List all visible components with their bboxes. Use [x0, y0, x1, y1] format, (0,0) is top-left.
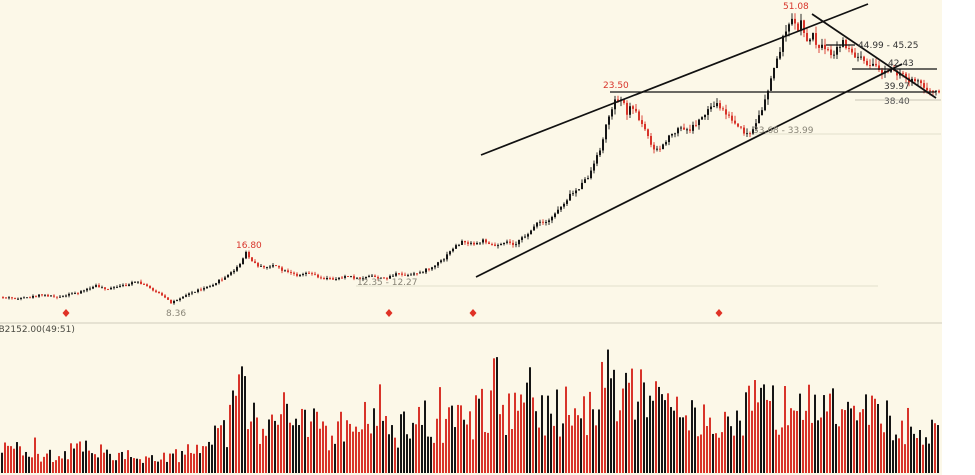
price-annotation: 16.80	[236, 241, 262, 251]
price-annotation: 8.36	[166, 309, 186, 319]
candlesticks	[2, 13, 940, 305]
event-markers[interactable]	[62, 309, 723, 317]
price-annotation: 44.99 - 45.25	[858, 41, 919, 51]
trendline-rising-support	[475, 63, 903, 278]
price-annotations: 51.08 44.99 - 45.25 42.43 39.97 38.40 33.68 -…	[166, 2, 919, 319]
price-annotation: 51.08	[783, 2, 809, 12]
price-annotation: 38.40	[884, 97, 910, 107]
event-marker-diamond	[385, 309, 393, 317]
price-annotation: 42.43	[888, 59, 914, 69]
grid-level-lines	[356, 99, 941, 287]
price-annotation: 33.68 - 33.99	[753, 126, 814, 136]
price-annotation: 12.35 - 12.27	[357, 278, 418, 288]
event-marker-diamond	[62, 309, 70, 317]
price-annotation: 23.50	[603, 81, 629, 91]
volume-indicator-label: 'B2152.00(49:51)	[0, 325, 75, 335]
trendline-rising-resistance	[480, 3, 869, 156]
trendlines[interactable]	[475, 3, 937, 278]
trendline-falling-resistance	[811, 13, 937, 99]
volume-bars	[1, 349, 939, 473]
event-marker-diamond	[715, 309, 723, 317]
event-marker-diamond	[469, 309, 477, 317]
price-annotation: 39.97	[884, 82, 910, 92]
